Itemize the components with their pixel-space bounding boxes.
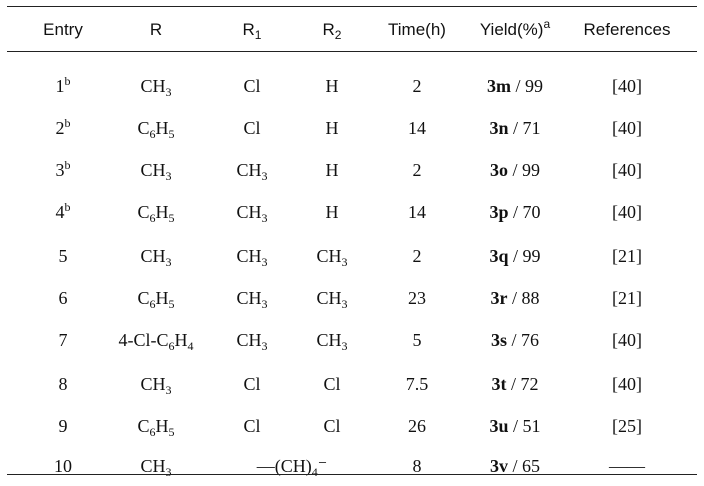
cell-r1: CH3 [236, 246, 268, 269]
cell-yield: 3r / 88 [490, 288, 540, 308]
cell-time: 26 [408, 416, 426, 436]
cell-references: [40] [612, 160, 642, 180]
cell-entry: 3b [55, 158, 71, 180]
cell-r: C6H5 [137, 416, 175, 439]
cell-r1-r2-merged: —(CH)4⁻ [256, 456, 328, 479]
cell-references: [40] [612, 76, 642, 96]
table-row: 4b C6H5 CH3 H 14 3p / 70 [40] [7, 192, 697, 232]
cell-references: [21] [612, 246, 642, 266]
cell-r2: CH3 [316, 288, 348, 311]
cell-r2: H [325, 160, 339, 180]
cell-references: [40] [612, 202, 642, 222]
top-rule [7, 6, 697, 8]
cell-r: CH3 [140, 160, 172, 183]
cell-r2: H [325, 202, 339, 222]
cell-time: 2 [412, 76, 422, 96]
table-row: 6 C6H5 CH3 CH3 23 3r / 88 [21] [7, 278, 697, 318]
cell-r2: Cl [323, 374, 341, 394]
cell-r: CH3 [140, 246, 172, 269]
cell-r2: Cl [323, 416, 341, 436]
table-row: 8 CH3 Cl Cl 7.5 3t / 72 [40] [7, 364, 697, 404]
cell-yield: 3n / 71 [489, 118, 541, 138]
cell-yield: 3p / 70 [489, 202, 541, 222]
cell-r2: H [325, 76, 339, 96]
header-r2: R2 [322, 20, 342, 42]
header-entry: Entry [43, 20, 83, 39]
cell-yield: 3m / 99 [486, 76, 543, 96]
cell-r1: CH3 [236, 160, 268, 183]
cell-r: C6H5 [137, 118, 175, 141]
cell-references: [25] [612, 416, 642, 436]
cell-time: 5 [412, 330, 422, 350]
header-yield: Yield(%)a [479, 17, 551, 39]
cell-entry: 5 [58, 246, 68, 266]
cell-r1: Cl [243, 118, 261, 138]
cell-time: 14 [408, 118, 426, 138]
cell-yield: 3s / 76 [490, 330, 540, 350]
cell-time: 23 [408, 288, 426, 308]
cell-references: [40] [612, 118, 642, 138]
cell-r1: CH3 [236, 202, 268, 225]
cell-yield: 3u / 51 [489, 416, 541, 436]
cell-time: 8 [412, 456, 422, 476]
cell-r2: H [325, 118, 339, 138]
cell-entry: 10 [54, 456, 72, 476]
cell-entry: 4b [55, 200, 71, 222]
cell-yield: 3t / 72 [491, 374, 539, 394]
header-references: References [583, 20, 671, 39]
table-row: 2b C6H5 Cl H 14 3n / 71 [40] [7, 108, 697, 148]
cell-yield: 3v / 65 [489, 456, 540, 476]
cell-r: CH3 [140, 76, 172, 99]
cell-r2: CH3 [316, 330, 348, 353]
header-r1: R1 [242, 20, 262, 42]
cell-r1: CH3 [236, 330, 268, 353]
table-row: 10 CH3 —(CH)4⁻ 8 3v / 65 —— [7, 446, 697, 486]
cell-entry: 2b [55, 116, 71, 138]
table-row: 1b CH3 Cl H 2 3m / 99 [40] [7, 66, 697, 106]
header-r: R [149, 20, 163, 39]
table-row: 5 CH3 CH3 CH3 2 3q / 99 [21] [7, 236, 697, 276]
cell-entry: 8 [58, 374, 68, 394]
cell-r: 4-Cl-C6H4 [118, 330, 194, 353]
bottom-rule [7, 474, 697, 476]
cell-r2: CH3 [316, 246, 348, 269]
cell-entry: 6 [58, 288, 68, 308]
cell-yield: 3q / 99 [489, 246, 541, 266]
cell-references: [21] [612, 288, 642, 308]
cell-entry: 1b [55, 74, 71, 96]
cell-references: —— [609, 456, 645, 476]
cell-entry: 7 [58, 330, 68, 350]
cell-r1: Cl [243, 76, 261, 96]
table-row: 7 4-Cl-C6H4 CH3 CH3 5 3s / 76 [40] [7, 320, 697, 360]
table-row: 9 C6H5 Cl Cl 26 3u / 51 [25] [7, 406, 697, 446]
cell-r: C6H5 [137, 202, 175, 225]
table-row: 3b CH3 CH3 H 2 3o / 99 [40] [7, 150, 697, 190]
cell-references: [40] [612, 374, 642, 394]
cell-time: 2 [412, 246, 422, 266]
cell-r: CH3 [140, 374, 172, 397]
cell-r: C6H5 [137, 288, 175, 311]
header-rule [7, 51, 697, 53]
cell-time: 14 [408, 202, 426, 222]
cell-r1: Cl [243, 416, 261, 436]
cell-r1: CH3 [236, 288, 268, 311]
cell-r1: Cl [243, 374, 261, 394]
cell-r: CH3 [140, 456, 172, 479]
cell-entry: 9 [58, 416, 68, 436]
cell-references: [40] [612, 330, 642, 350]
cell-time: 7.5 [405, 374, 429, 394]
header-time: Time(h) [388, 20, 446, 39]
cell-yield: 3o / 99 [489, 160, 540, 180]
cell-time: 2 [412, 160, 422, 180]
header-row: Entry R R1 R2 Time(h) Yield(%)a Referenc… [7, 10, 697, 50]
